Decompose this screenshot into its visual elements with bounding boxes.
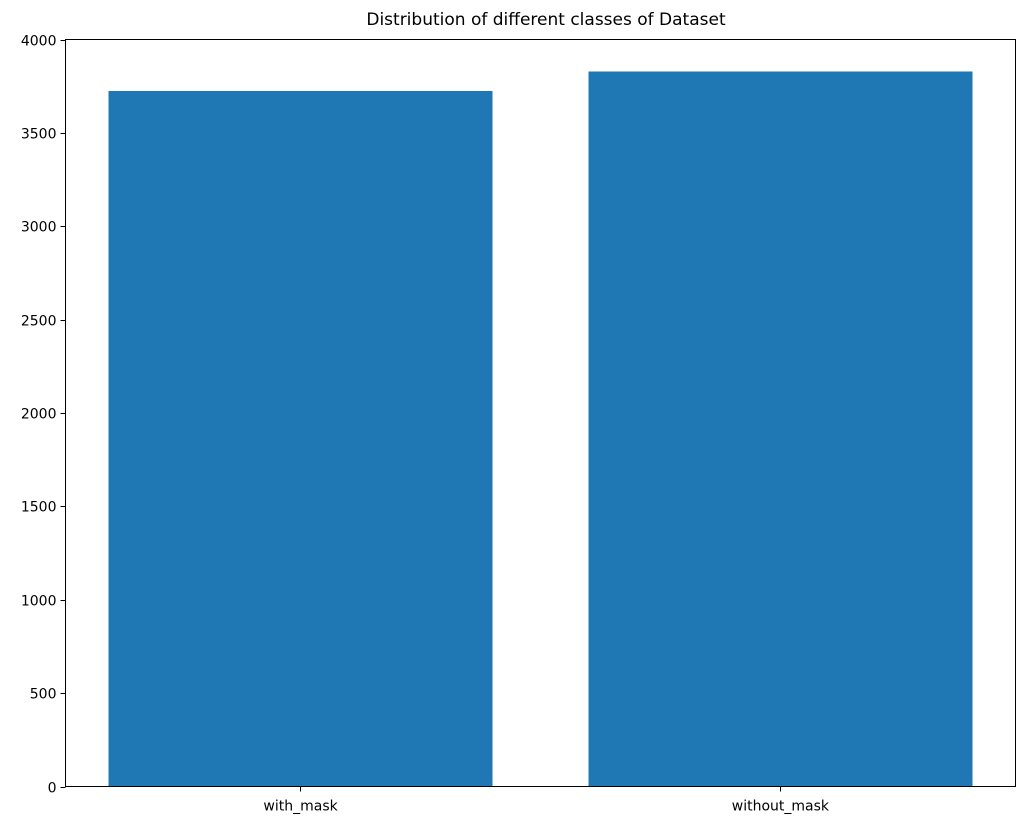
x-tick-label: without_mask — [732, 799, 830, 815]
y-axis: 0 500 1000 1500 2000 2500 3000 3500 4000 — [21, 34, 66, 797]
y-tick-label: 3000 — [21, 220, 57, 236]
y-tick-label: 3500 — [21, 127, 57, 143]
y-tick-label: 4000 — [21, 34, 57, 50]
x-tick-label: with_mask — [263, 799, 338, 815]
x-axis: with_mask without_mask — [263, 786, 830, 815]
bar-without-mask — [588, 71, 973, 787]
y-tick-label: 1000 — [21, 594, 57, 610]
y-tick-label: 0 — [48, 781, 57, 797]
y-tick-label: 500 — [30, 687, 57, 703]
bar-with-mask — [108, 90, 493, 787]
chart-title: Distribution of different classes of Dat… — [366, 10, 726, 30]
bars — [108, 71, 973, 787]
y-tick-label: 2000 — [21, 407, 57, 423]
y-tick-label: 1500 — [21, 500, 57, 516]
y-tick-label: 2500 — [21, 314, 57, 330]
